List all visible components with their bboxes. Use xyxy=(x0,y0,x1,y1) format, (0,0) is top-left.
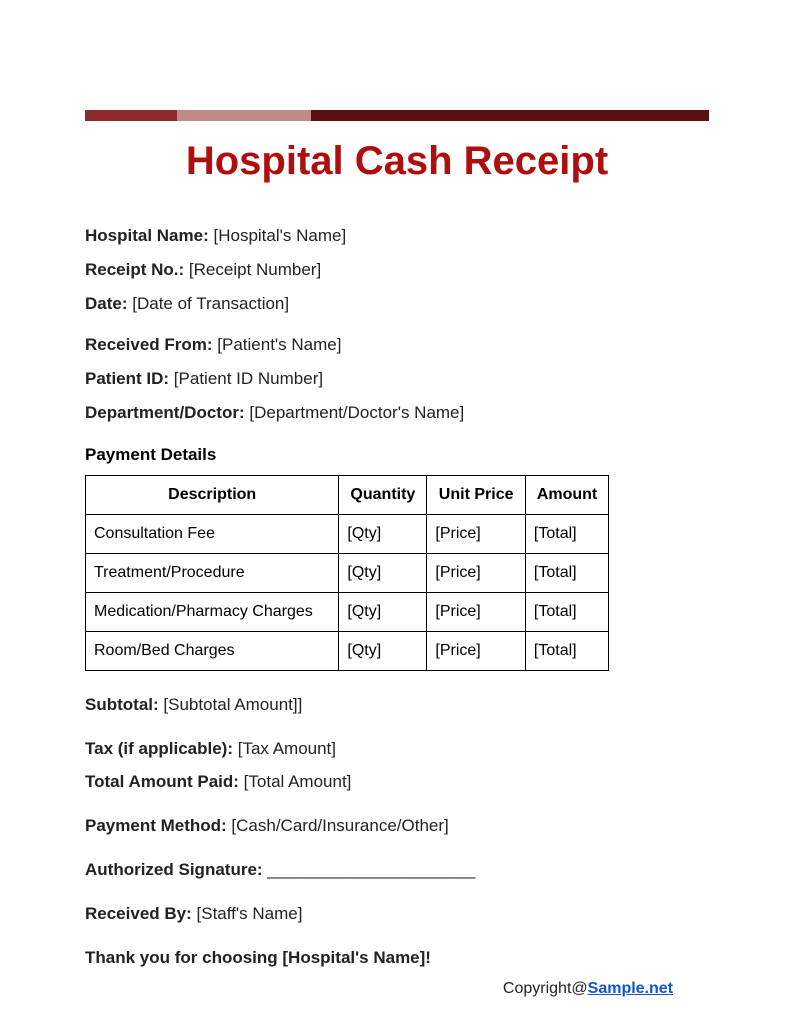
payment-method-field: Payment Method: [Cash/Card/Insurance/Oth… xyxy=(85,814,709,838)
field-label: Authorized Signature: xyxy=(85,860,263,879)
field-value: [Cash/Card/Insurance/Other] xyxy=(231,816,448,835)
col-amount: Amount xyxy=(525,475,608,514)
copyright-prefix: Copyright@ xyxy=(503,980,588,997)
cell-description: Medication/Pharmacy Charges xyxy=(86,592,339,631)
field-value: [Subtotal Amount]] xyxy=(163,695,302,714)
cell-price: [Price] xyxy=(427,631,526,670)
cell-qty: [Qty] xyxy=(339,553,427,592)
field-label: Receipt No.: xyxy=(85,260,184,279)
field-value: [Patient ID Number] xyxy=(174,369,323,388)
field-value: [Patient's Name] xyxy=(217,335,341,354)
cell-total: [Total] xyxy=(525,631,608,670)
field-label: Received By: xyxy=(85,904,192,923)
cell-total: [Total] xyxy=(525,514,608,553)
field-label: Hospital Name: xyxy=(85,226,209,245)
table-row: Room/Bed Charges [Qty] [Price] [Total] xyxy=(86,631,609,670)
table-header-row: Description Quantity Unit Price Amount xyxy=(86,475,609,514)
patient-id-field: Patient ID: [Patient ID Number] xyxy=(85,367,709,391)
col-description: Description xyxy=(86,475,339,514)
col-unit-price: Unit Price xyxy=(427,475,526,514)
field-value: [Hospital's Name] xyxy=(213,226,346,245)
field-value: [Total Amount] xyxy=(244,772,352,791)
cell-total: [Total] xyxy=(525,553,608,592)
tax-field: Tax (if applicable): [Tax Amount] xyxy=(85,737,709,761)
cell-price: [Price] xyxy=(427,514,526,553)
table-row: Treatment/Procedure [Qty] [Price] [Total… xyxy=(86,553,609,592)
field-label: Subtotal: xyxy=(85,695,159,714)
payment-table: Description Quantity Unit Price Amount C… xyxy=(85,475,609,671)
bar-segment xyxy=(311,110,709,121)
field-label: Patient ID: xyxy=(85,369,169,388)
sample-net-link[interactable]: Sample.net xyxy=(588,980,673,997)
field-value: [Department/Doctor's Name] xyxy=(249,403,464,422)
bar-segment xyxy=(85,110,177,121)
header-bar xyxy=(85,110,709,121)
cell-description: Consultation Fee xyxy=(86,514,339,553)
received-from-field: Received From: [Patient's Name] xyxy=(85,333,709,357)
field-value: [Tax Amount] xyxy=(238,739,336,758)
page-title: Hospital Cash Receipt xyxy=(85,139,709,184)
hospital-name-field: Hospital Name: [Hospital's Name] xyxy=(85,224,709,248)
copyright-footer: Copyright@Sample.net xyxy=(503,980,673,998)
field-value: [Staff's Name] xyxy=(197,904,303,923)
received-by-field: Received By: [Staff's Name] xyxy=(85,902,709,926)
date-field: Date: [Date of Transaction] xyxy=(85,292,709,316)
field-label: Payment Method: xyxy=(85,816,227,835)
thank-you-text: Thank you for choosing [Hospital's Name]… xyxy=(85,948,431,967)
field-label: Received From: xyxy=(85,335,213,354)
field-label: Tax (if applicable): xyxy=(85,739,233,758)
subtotal-field: Subtotal: [Subtotal Amount]] xyxy=(85,693,709,717)
cell-total: [Total] xyxy=(525,592,608,631)
field-value: [Receipt Number] xyxy=(189,260,321,279)
receipt-no-field: Receipt No.: [Receipt Number] xyxy=(85,258,709,282)
department-field: Department/Doctor: [Department/Doctor's … xyxy=(85,401,709,425)
col-quantity: Quantity xyxy=(339,475,427,514)
cell-qty: [Qty] xyxy=(339,514,427,553)
signature-field: Authorized Signature: __________________… xyxy=(85,858,709,882)
field-label: Total Amount Paid: xyxy=(85,772,239,791)
cell-price: [Price] xyxy=(427,553,526,592)
table-row: Consultation Fee [Qty] [Price] [Total] xyxy=(86,514,609,553)
thank-you-message: Thank you for choosing [Hospital's Name]… xyxy=(85,946,709,970)
cell-description: Treatment/Procedure xyxy=(86,553,339,592)
cell-description: Room/Bed Charges xyxy=(86,631,339,670)
cell-qty: [Qty] xyxy=(339,592,427,631)
payment-details-label: Payment Details xyxy=(85,445,709,465)
bar-segment xyxy=(177,110,311,121)
field-label: Department/Doctor: xyxy=(85,403,245,422)
signature-line: ______________________ xyxy=(267,860,475,879)
field-value: [Date of Transaction] xyxy=(132,294,289,313)
total-paid-field: Total Amount Paid: [Total Amount] xyxy=(85,770,709,794)
field-label: Date: xyxy=(85,294,128,313)
cell-qty: [Qty] xyxy=(339,631,427,670)
cell-price: [Price] xyxy=(427,592,526,631)
table-row: Medication/Pharmacy Charges [Qty] [Price… xyxy=(86,592,609,631)
